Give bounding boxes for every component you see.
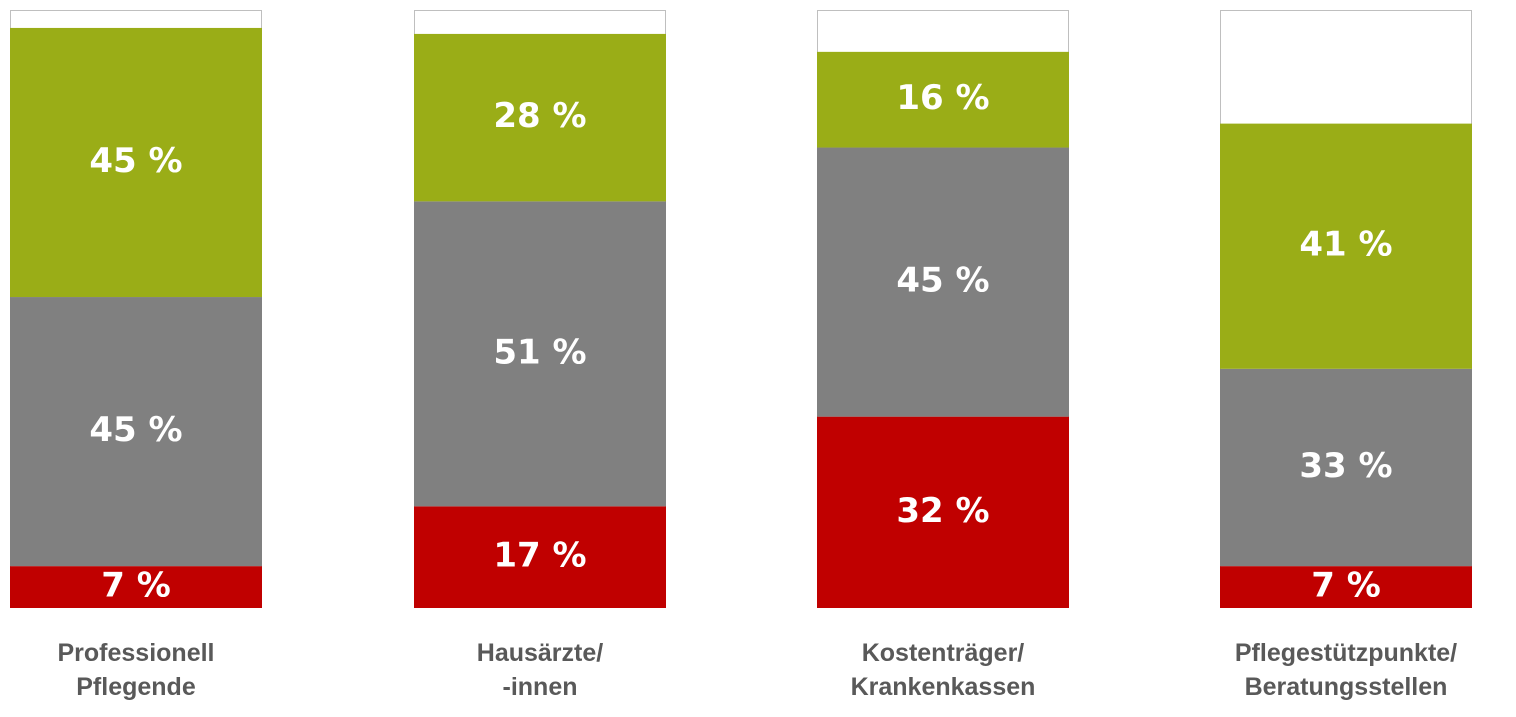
data-label: 17 % <box>493 536 586 576</box>
data-label: 41 % <box>1299 225 1392 265</box>
data-label: 45 % <box>89 410 182 450</box>
data-label: 7 % <box>101 566 171 606</box>
category-label: Hausärzte/ -innen <box>476 639 604 701</box>
data-label: 51 % <box>493 332 586 372</box>
data-label: 28 % <box>493 96 586 136</box>
data-label: 45 % <box>896 261 989 301</box>
bar-segment <box>1220 566 1472 608</box>
bar-segment <box>10 27 262 298</box>
bar-segment <box>817 416 1069 608</box>
data-label: 7 % <box>1311 566 1381 606</box>
data-label: 45 % <box>89 141 182 181</box>
category-label: Pflegestützpunkte/ Beratungsstellen <box>1234 639 1458 701</box>
data-label: 32 % <box>896 491 989 531</box>
data-label: 33 % <box>1299 446 1392 486</box>
bar-segment <box>414 33 666 202</box>
bar-segment <box>1220 123 1472 369</box>
bar-segment <box>414 506 666 608</box>
data-label: 16 % <box>896 78 989 118</box>
bar-segment <box>817 147 1069 417</box>
bar-segment <box>1220 368 1472 567</box>
category-label: Professionell Pflegende <box>57 639 215 701</box>
bar-segment <box>10 297 262 567</box>
bar-segment <box>414 201 666 507</box>
bar-segment <box>10 566 262 608</box>
category-label: Kostenträger/ Krankenkassen <box>850 639 1036 701</box>
bar-segment <box>817 51 1069 148</box>
